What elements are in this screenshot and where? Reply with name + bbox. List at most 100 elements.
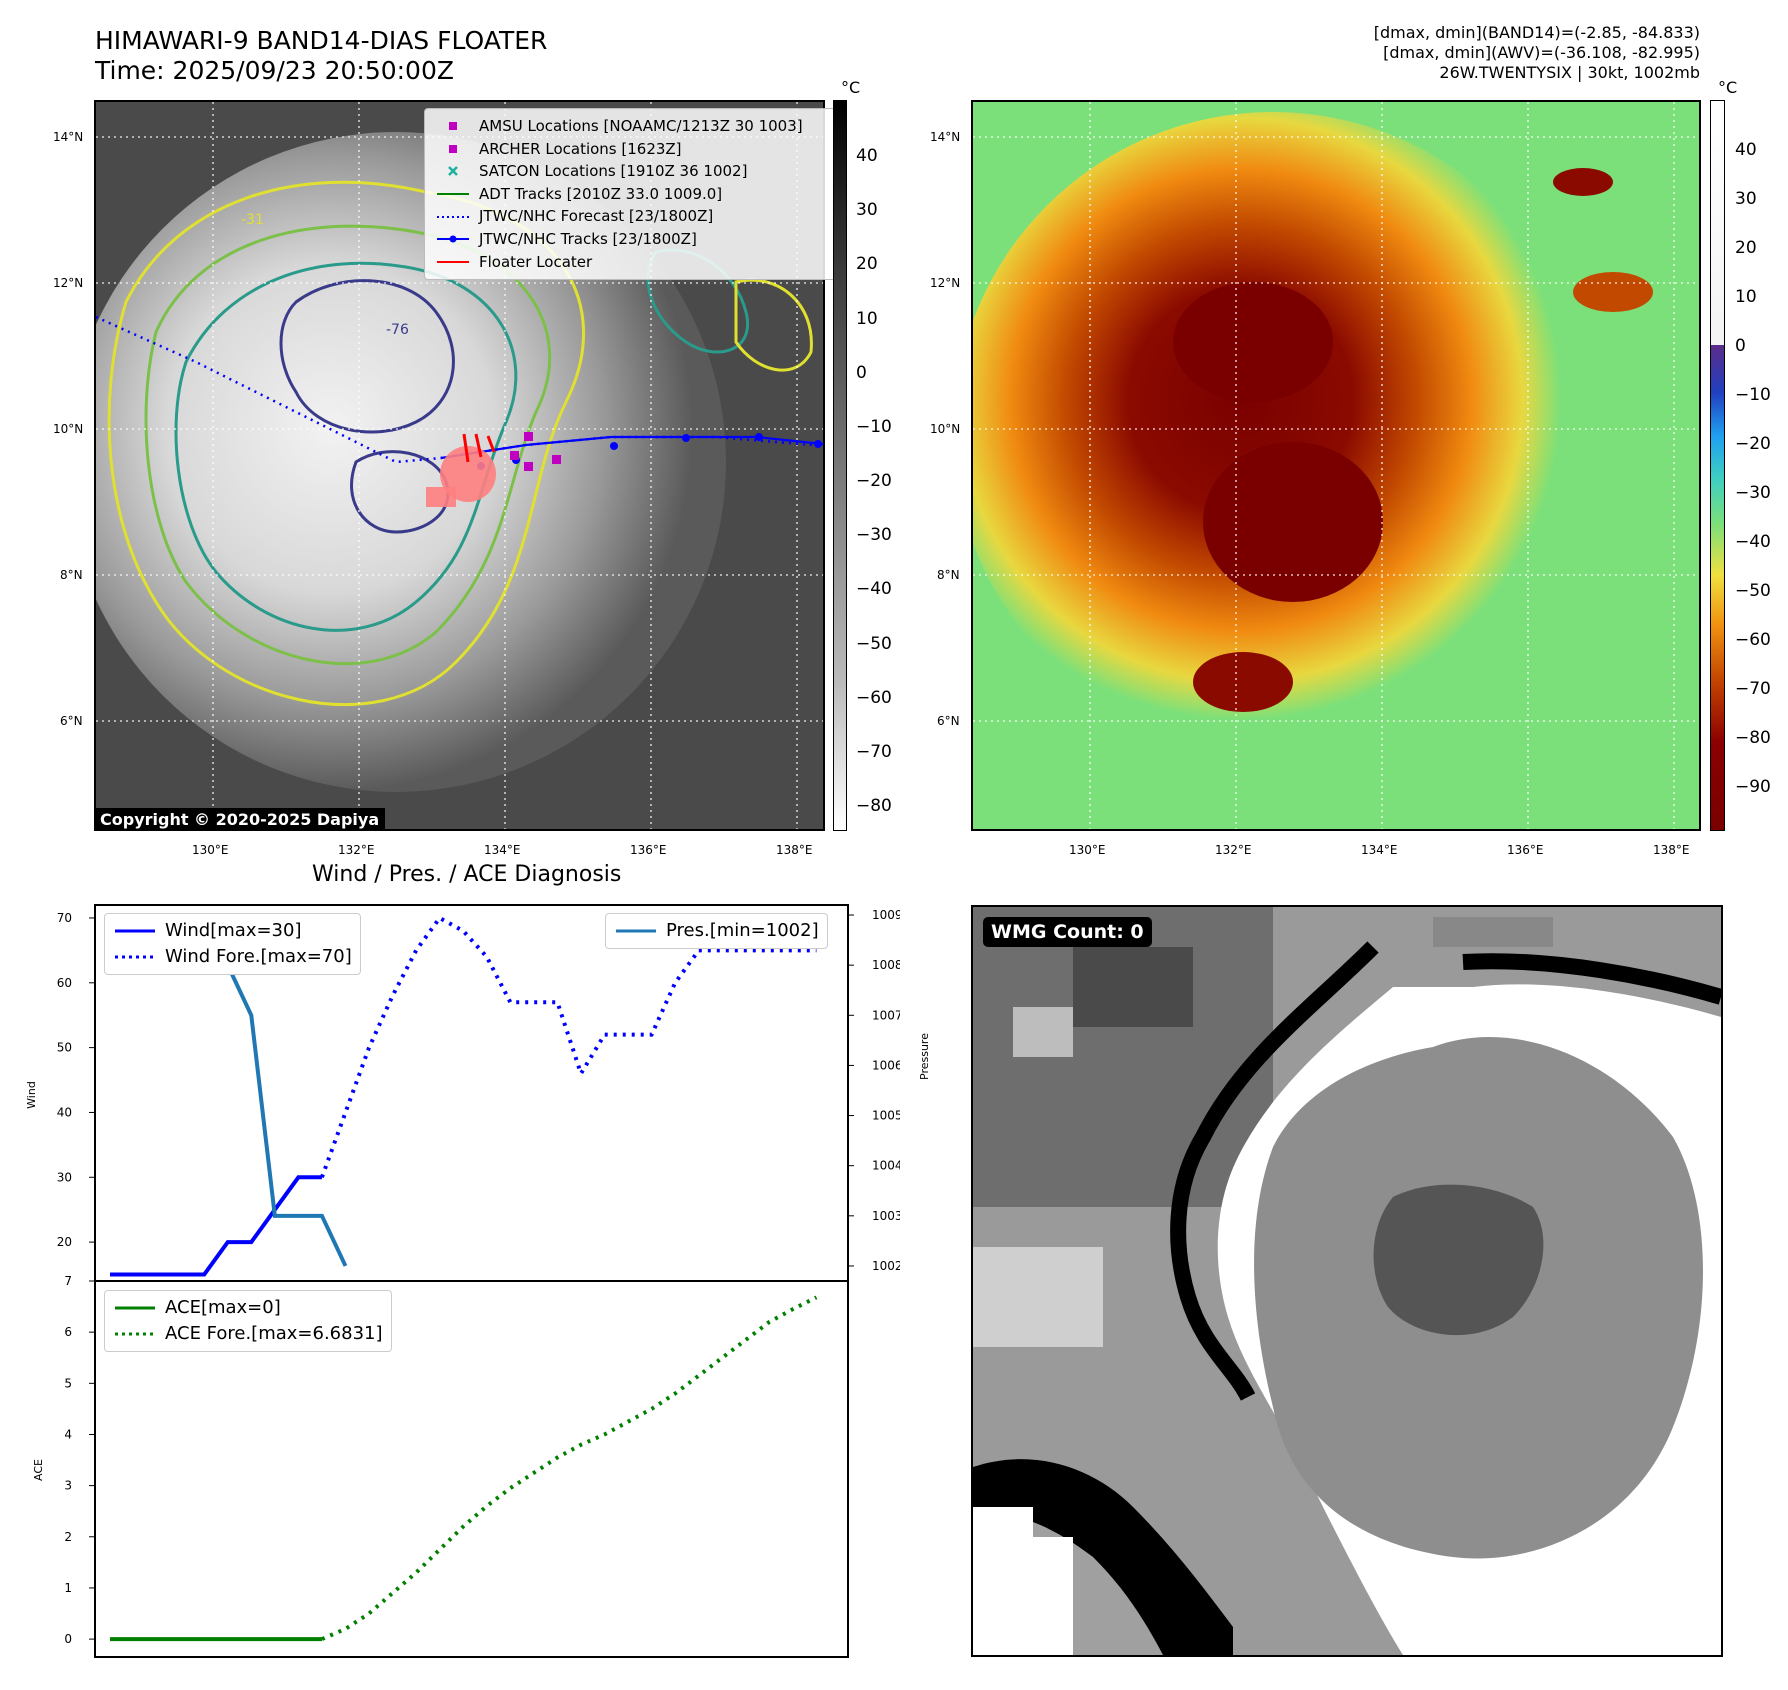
pressure-tick-label: 1006 bbox=[872, 1058, 900, 1072]
colorbar-tick-label: −40 bbox=[856, 579, 892, 600]
lon-tick-label: 134°E bbox=[1361, 843, 1398, 857]
colorbar-awv bbox=[1710, 100, 1725, 831]
lat-tick-label: 14°N bbox=[930, 130, 961, 144]
pressure-axis-title: Pressure bbox=[918, 1033, 931, 1080]
copyright-label: Copyright © 2020-2025 Dapiya bbox=[94, 808, 386, 831]
colorbar-unit: °C bbox=[1718, 78, 1738, 97]
colorbar-tick-label: −50 bbox=[856, 633, 892, 654]
wind-tick-label: 50 bbox=[57, 1041, 72, 1055]
colorbar-tick-label: 20 bbox=[856, 254, 878, 275]
legend-symbol-icon bbox=[437, 235, 469, 243]
colorbar-tick-label: −20 bbox=[1735, 434, 1771, 454]
ace-tick-label: 2 bbox=[64, 1530, 72, 1544]
pressure-tick-label: 1008 bbox=[872, 958, 900, 972]
colorbar-tick-label: −80 bbox=[1735, 728, 1771, 748]
ace-tick-label: 4 bbox=[64, 1427, 72, 1441]
lon-tick-label: 136°E bbox=[630, 843, 667, 857]
diagnosis-title: Wind / Pres. / ACE Diagnosis bbox=[312, 862, 622, 887]
pressure-tick-label: 1007 bbox=[872, 1008, 900, 1022]
legend-symbol-icon bbox=[437, 260, 469, 263]
colorbar-tick-label: −30 bbox=[856, 525, 892, 546]
ace-tick-label: 5 bbox=[64, 1376, 72, 1390]
legend-entry-ace-forecast: ACE Fore.[max=6.6831] bbox=[113, 1321, 383, 1347]
colorbar-tick-label: 0 bbox=[856, 362, 867, 383]
lat-tick-label: 10°N bbox=[930, 422, 961, 436]
colorbar-tick-label: 20 bbox=[1735, 238, 1757, 258]
lat-tick-label: 12°N bbox=[53, 276, 84, 290]
legend-label: Pres.[min=1002] bbox=[666, 920, 819, 941]
ace-tick-label: 0 bbox=[64, 1632, 72, 1646]
map-legend-label: JTWC/NHC Forecast [23/1800Z] bbox=[479, 207, 714, 226]
ace-legend: ACE[max=0] ACE Fore.[max=6.6831] bbox=[104, 1290, 392, 1352]
observed-track bbox=[440, 435, 823, 460]
lon-tick-label: 138°E bbox=[1653, 843, 1690, 857]
colorbar-tick-label: 10 bbox=[856, 308, 878, 329]
legend-symbol-icon bbox=[448, 166, 458, 177]
colorbar-tick-label: 40 bbox=[856, 146, 878, 166]
info-awv-range: [dmax, dmin](AWV)=(-36.108, -82.995) bbox=[1383, 43, 1700, 62]
pressure-tick-label: 1005 bbox=[872, 1109, 900, 1123]
lat-tick-label: 6°N bbox=[60, 714, 83, 728]
lon-tick-label: 130°E bbox=[192, 843, 229, 857]
chart-subtitle-time: Time: 2025/09/23 20:50:00Z bbox=[95, 56, 454, 85]
colorbar-tick-label: −10 bbox=[1735, 385, 1771, 405]
map-legend-entry: JTWC/NHC Forecast [23/1800Z] bbox=[435, 205, 830, 228]
map-legend-entry: ADT Tracks [2010Z 33.0 1009.0] bbox=[435, 183, 830, 206]
map-legend-entry: ARCHER Locations [1623Z] bbox=[435, 138, 830, 161]
pressure-legend: Pres.[min=1002] bbox=[605, 913, 828, 949]
lon-tick-label: 130°E bbox=[1069, 843, 1106, 857]
wind-tick-label: 30 bbox=[57, 1170, 72, 1184]
colorbar-ir bbox=[833, 100, 847, 831]
ace-tick-label: 1 bbox=[64, 1581, 72, 1595]
colorbar-tick-label: −60 bbox=[856, 687, 892, 708]
lat-tick-label: 10°N bbox=[53, 422, 84, 436]
wind-tick-label: 40 bbox=[57, 1105, 72, 1119]
lat-tick-label: 8°N bbox=[937, 568, 960, 582]
colorbar-tick-label: 30 bbox=[856, 200, 878, 221]
colorbar-tick-label: 10 bbox=[1735, 287, 1757, 307]
map-legend-label: JTWC/NHC Tracks [23/1800Z] bbox=[479, 229, 697, 248]
info-storm-status: 26W.TWENTYSIX | 30kt, 1002mb bbox=[1439, 63, 1700, 82]
wmg-panel bbox=[971, 905, 1723, 1657]
map-legend-entry: JTWC/NHC Tracks [23/1800Z] bbox=[435, 228, 830, 251]
legend-label: ACE[max=0] bbox=[165, 1297, 281, 1318]
map-legend-entry: SATCON Locations [1910Z 36 1002] bbox=[435, 160, 830, 183]
colorbar-tick-label: 0 bbox=[1735, 336, 1746, 356]
colorbar-tick-label: −60 bbox=[1735, 630, 1771, 650]
legend-symbol-icon bbox=[437, 215, 469, 218]
wind-series-line bbox=[110, 1175, 322, 1277]
chart-title: HIMAWARI-9 BAND14-DIAS FLOATER bbox=[95, 26, 548, 55]
map-legend-entry: Floater Locater bbox=[435, 251, 830, 274]
wmg-count-badge: WMG Count: 0 bbox=[983, 917, 1152, 947]
legend-entry-wind: Wind[max=30] bbox=[113, 918, 352, 944]
colorbar-tick-label: −30 bbox=[1735, 483, 1771, 503]
wind-tick-label: 70 bbox=[57, 911, 72, 925]
ace-axis-label: ACE bbox=[32, 1459, 45, 1481]
pressure-tick-label: 1009 bbox=[872, 908, 900, 922]
legend-label: Wind[max=30] bbox=[165, 920, 302, 941]
legend-entry-wind-forecast: Wind Fore.[max=70] bbox=[113, 944, 352, 970]
legend-entry-pressure: Pres.[min=1002] bbox=[614, 918, 819, 944]
lon-tick-label: 132°E bbox=[1215, 843, 1252, 857]
colorbar-tick-label: −40 bbox=[1735, 532, 1771, 552]
pressure-tick-label: 1002 bbox=[872, 1259, 900, 1273]
colorbar-unit: °C bbox=[841, 78, 861, 97]
colorbar-tick-label: −80 bbox=[856, 796, 892, 816]
map-legend-label: SATCON Locations [1910Z 36 1002] bbox=[479, 162, 748, 181]
map-legend-label: ARCHER Locations [1623Z] bbox=[479, 139, 682, 158]
pressure-tick-label: 1004 bbox=[872, 1159, 900, 1173]
ace-tick-label: 3 bbox=[64, 1479, 72, 1493]
map-legend-label: Floater Locater bbox=[479, 252, 593, 271]
legend-label: Wind Fore.[max=70] bbox=[165, 946, 352, 967]
wind-tick-label: 60 bbox=[57, 976, 72, 990]
ace-tick-label: 7 bbox=[64, 1274, 72, 1288]
lon-tick-label: 136°E bbox=[1507, 843, 1544, 857]
wind-legend: Wind[max=30] Wind Fore.[max=70] bbox=[104, 913, 361, 975]
lat-tick-label: 8°N bbox=[60, 568, 83, 582]
lat-tick-label: 14°N bbox=[53, 130, 84, 144]
legend-label: ACE Fore.[max=6.6831] bbox=[165, 1323, 383, 1344]
colorbar-tick-label: −90 bbox=[1735, 777, 1771, 797]
colorbar-tick-label: 40 bbox=[1735, 140, 1757, 160]
ace-tick-label: 6 bbox=[64, 1325, 72, 1339]
lon-tick-label: 138°E bbox=[776, 843, 813, 857]
